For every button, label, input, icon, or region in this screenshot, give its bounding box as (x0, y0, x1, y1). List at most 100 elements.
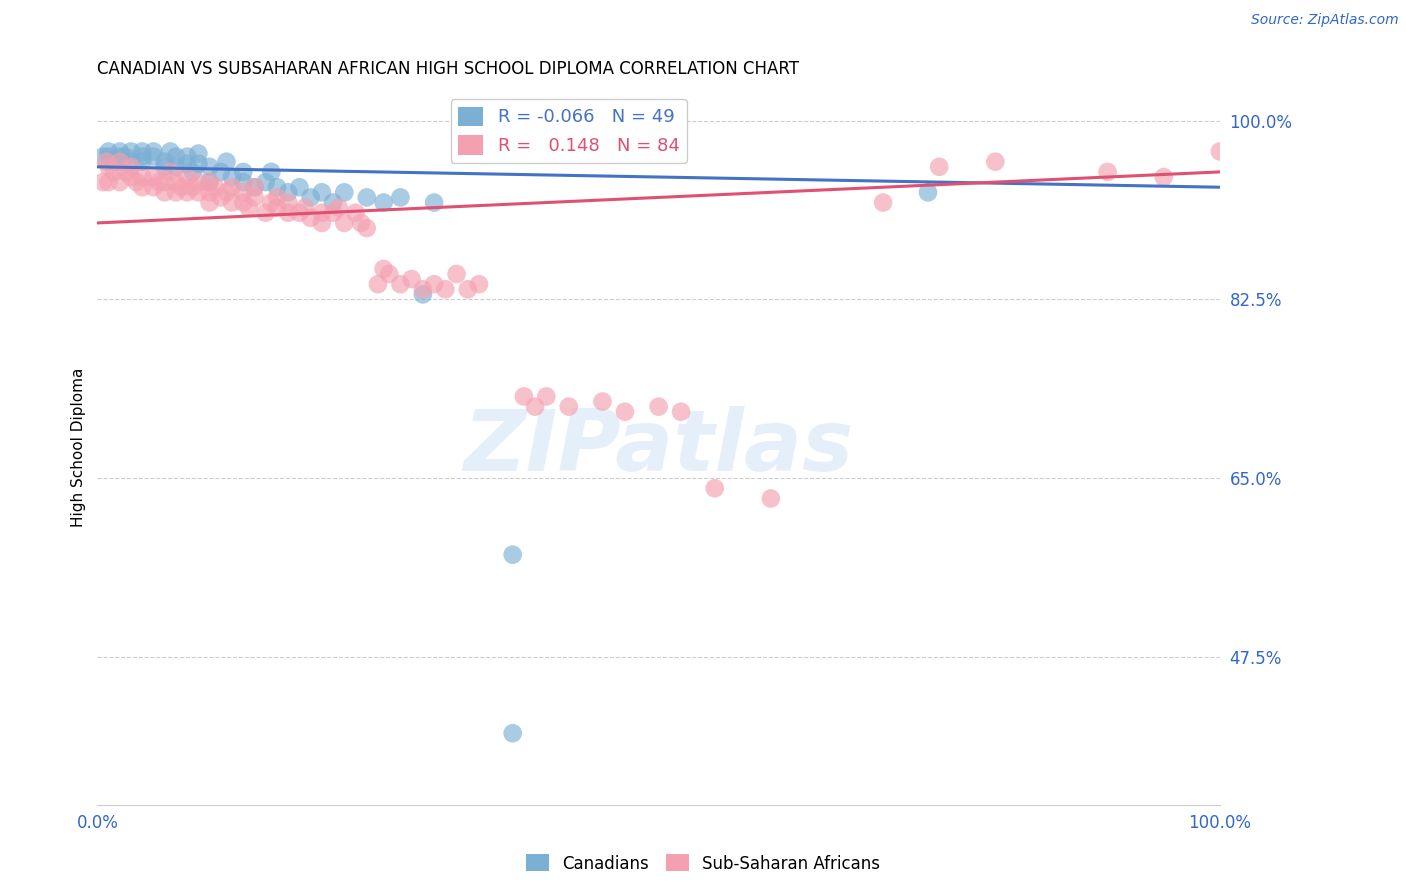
Point (558, 400, 581, 414)
Point (91, 175, 114, 189)
Point (142, 150, 165, 164)
Point (187, 157, 209, 171)
Point (350, 216, 373, 230)
Point (333, 186, 356, 200)
Point (401, 272, 423, 286)
Point (536, 389, 558, 403)
Point (277, 186, 299, 200)
Point (114, 165, 136, 179)
Point (131, 145, 153, 159)
Point (703, 481, 725, 495)
Text: ZIPatlas: ZIPatlas (464, 406, 853, 489)
Point (613, 405, 636, 419)
Point (187, 146, 209, 161)
Point (103, 165, 125, 179)
Y-axis label: High School Diploma: High School Diploma (72, 368, 86, 527)
Point (142, 145, 165, 159)
Point (373, 261, 395, 276)
Point (928, 160, 950, 174)
Point (1097, 165, 1119, 179)
Point (187, 186, 209, 200)
Point (266, 190, 288, 204)
Point (872, 195, 894, 210)
Point (378, 267, 401, 281)
Point (322, 195, 344, 210)
Point (181, 180, 204, 194)
Point (266, 201, 288, 215)
Point (159, 165, 181, 179)
Point (243, 180, 266, 194)
Point (254, 175, 277, 189)
Text: Source: ZipAtlas.com: Source: ZipAtlas.com (1251, 13, 1399, 28)
Legend: Canadians, Sub-Saharan Africans: Canadians, Sub-Saharan Africans (519, 847, 887, 880)
Point (759, 491, 782, 506)
Point (153, 186, 176, 200)
Point (215, 154, 238, 169)
Point (108, 145, 131, 159)
Point (114, 150, 136, 164)
Point (524, 400, 547, 414)
Point (254, 205, 277, 219)
Point (412, 282, 434, 296)
Point (311, 186, 333, 200)
Point (238, 201, 260, 215)
Point (131, 169, 153, 184)
Point (120, 169, 142, 184)
Point (299, 190, 322, 204)
Point (120, 154, 142, 169)
Point (142, 169, 165, 184)
Point (917, 186, 939, 200)
Point (97, 150, 120, 164)
Point (311, 205, 333, 219)
Point (243, 190, 266, 204)
Point (131, 154, 153, 169)
Point (108, 150, 131, 164)
Point (328, 201, 350, 215)
Point (198, 175, 221, 189)
Point (389, 190, 412, 204)
Point (96, 154, 118, 169)
Point (266, 180, 288, 194)
Legend: R = -0.066   N = 49, R =   0.148   N = 84: R = -0.066 N = 49, R = 0.148 N = 84 (451, 99, 686, 162)
Point (198, 160, 221, 174)
Point (984, 154, 1007, 169)
Point (294, 201, 316, 215)
Point (468, 277, 491, 292)
Point (176, 157, 198, 171)
Point (221, 180, 243, 194)
Point (198, 175, 221, 189)
Point (215, 186, 238, 200)
Point (592, 394, 614, 409)
Point (204, 180, 226, 194)
Point (356, 221, 378, 235)
Point (232, 186, 254, 200)
Point (221, 195, 243, 210)
Point (434, 282, 457, 296)
Point (647, 400, 669, 414)
Point (232, 175, 254, 189)
Point (311, 216, 333, 230)
Point (669, 405, 692, 419)
Point (176, 169, 198, 184)
Point (120, 160, 142, 174)
Point (277, 205, 299, 219)
Point (322, 205, 344, 219)
Point (513, 389, 536, 403)
Point (165, 160, 187, 174)
Point (288, 180, 311, 194)
Point (333, 216, 356, 230)
Point (187, 175, 209, 189)
Point (91, 150, 114, 164)
Point (232, 165, 254, 179)
Point (170, 180, 193, 194)
Point (176, 150, 198, 164)
Point (423, 277, 446, 292)
Point (502, 548, 524, 562)
Point (125, 175, 148, 189)
Point (209, 165, 232, 179)
Point (153, 160, 176, 174)
Point (389, 277, 412, 292)
Point (412, 287, 434, 301)
Point (131, 150, 153, 164)
Point (373, 195, 395, 210)
